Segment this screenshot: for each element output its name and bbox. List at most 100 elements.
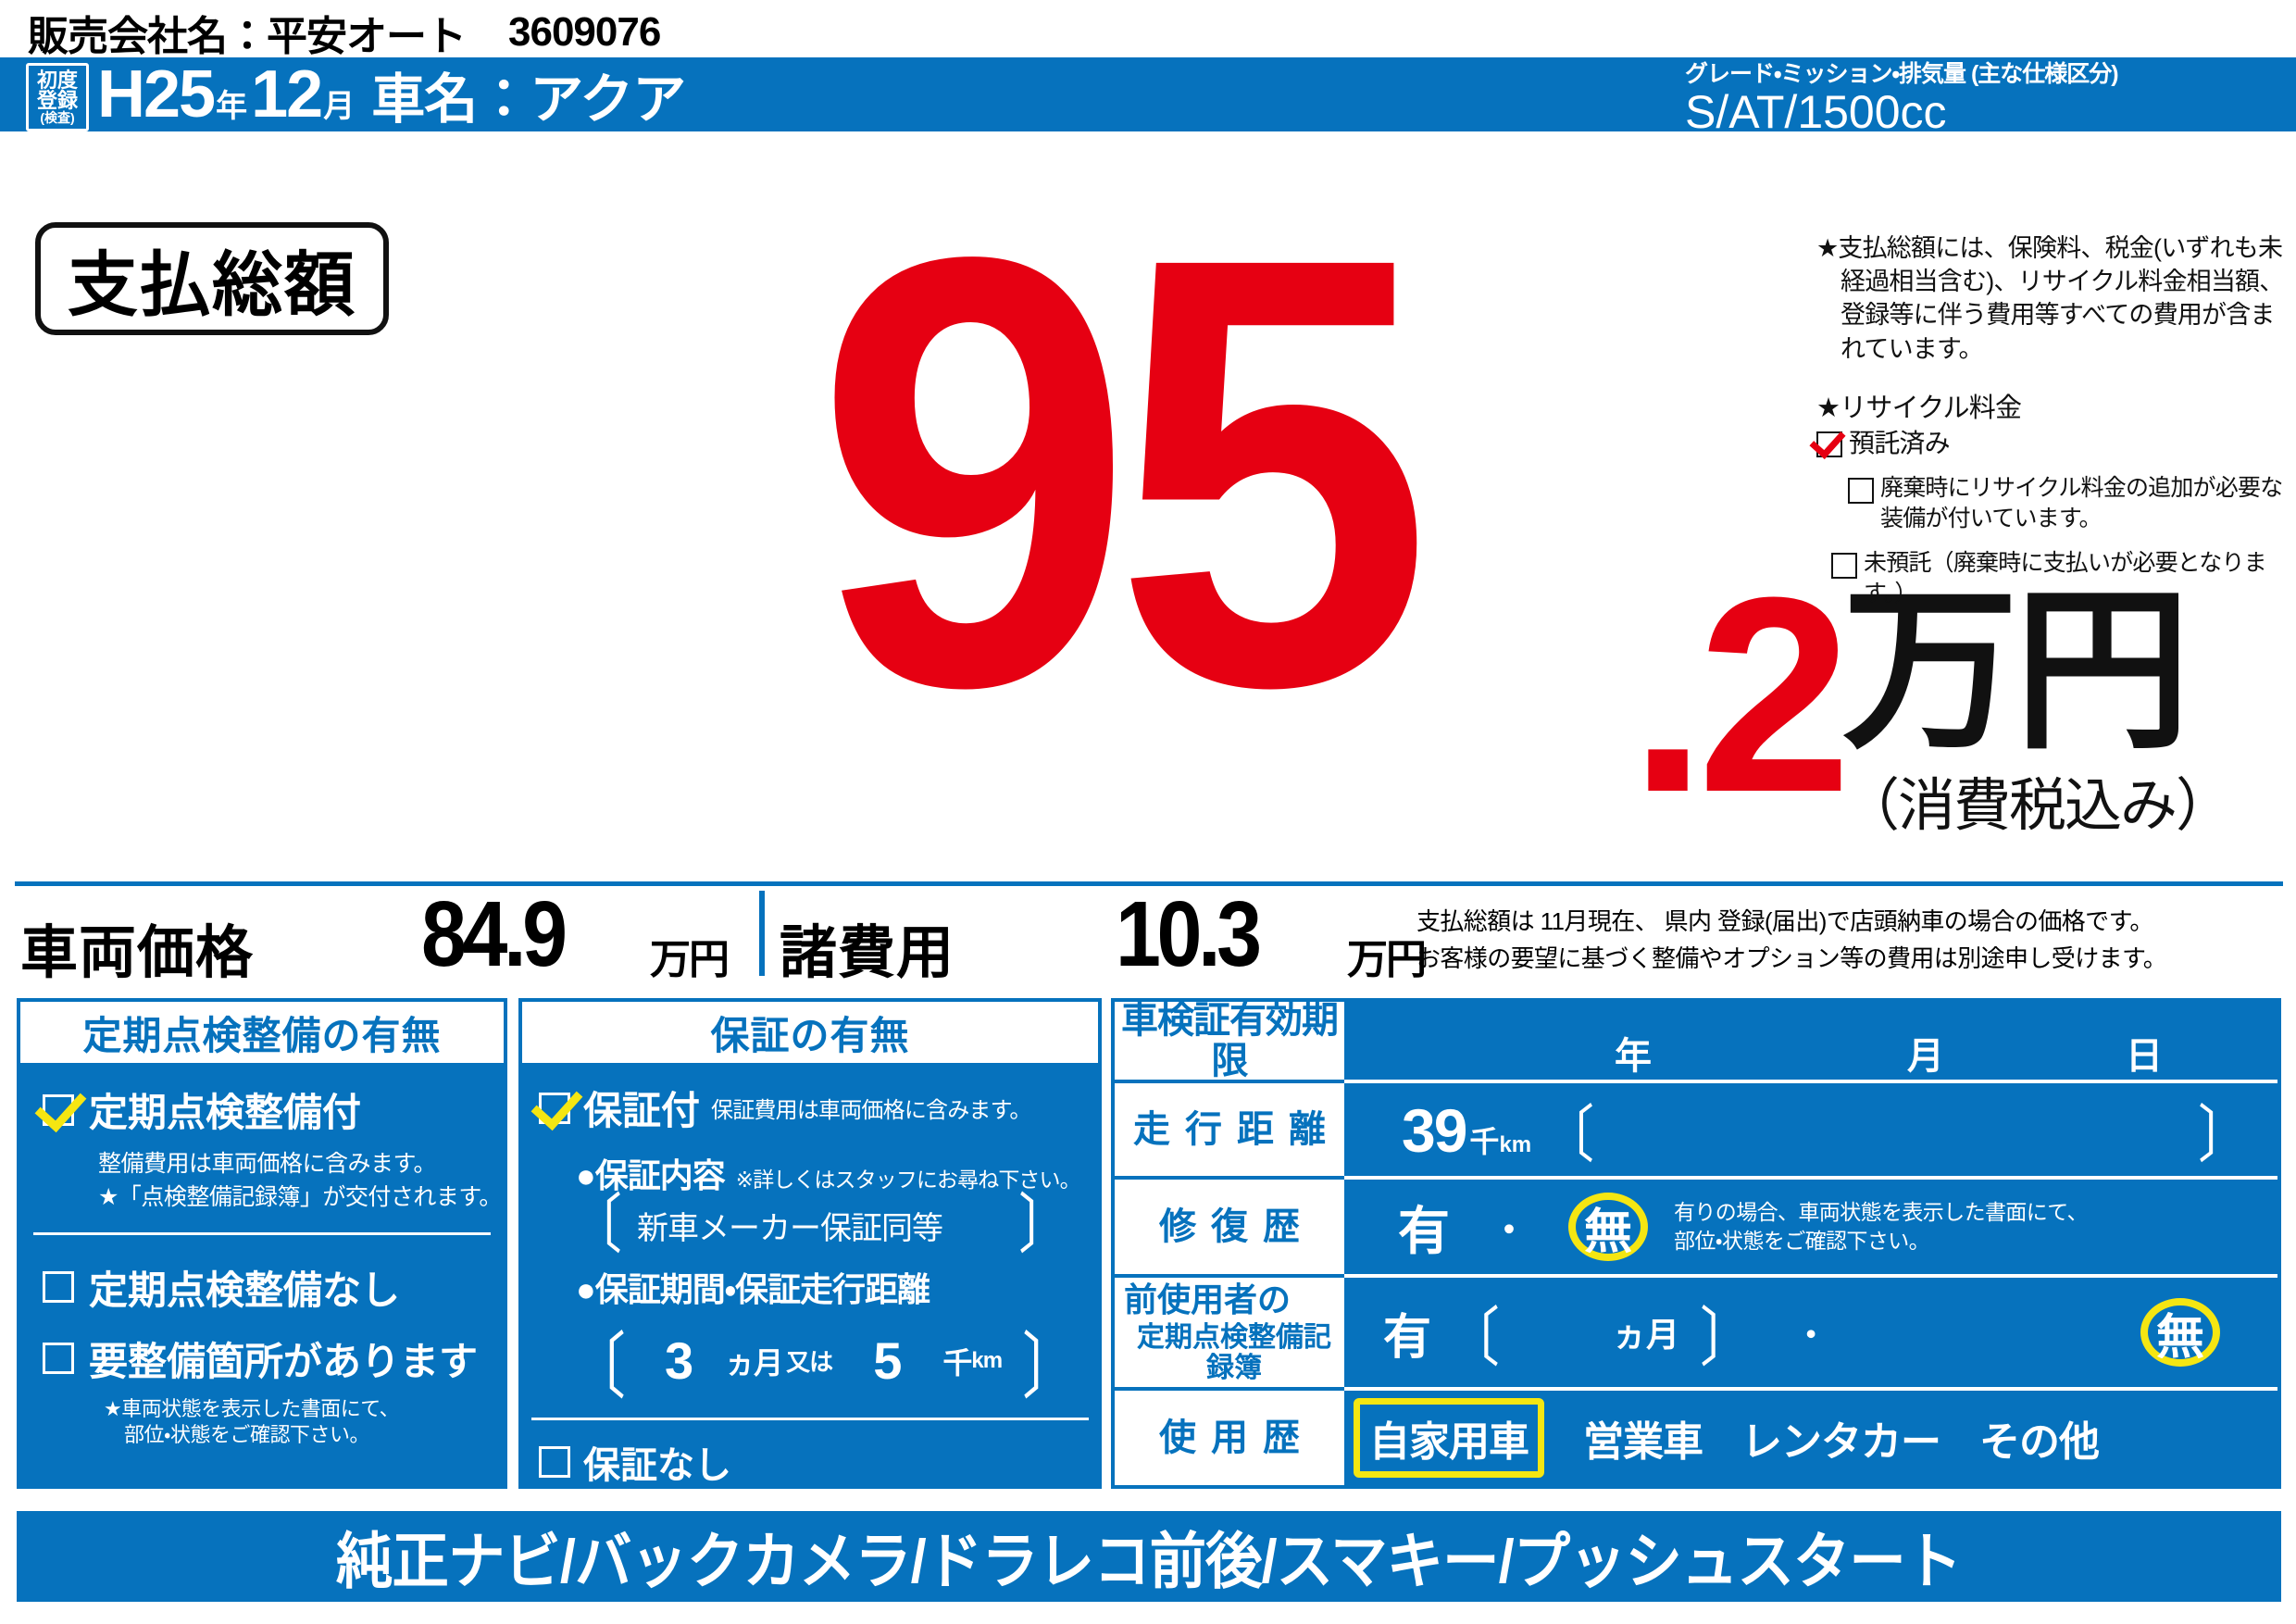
repair-history-value-cell[interactable]: 有 ・ 無 有りの場合、車両状態を表示した書面にて、 部位・状態をご確認下さい。 bbox=[1344, 1180, 2277, 1278]
warranty-months-unit: ヵ月 bbox=[725, 1345, 783, 1380]
grade-block: グレード・ミッション・排気量 (主な仕様区分) S/AT/1500cc bbox=[1685, 56, 2277, 139]
recycle-undeposited-label: 未預託（廃棄時に支払いが必要となります。） bbox=[1864, 550, 2267, 606]
recycle-extra-label: 廃棄時にリサイクル料金の追加が必要な装備が付いています。 bbox=[1880, 475, 2283, 531]
repair-history-no-selected[interactable]: 無 bbox=[1568, 1193, 1648, 1261]
first-registration-badge: 初度 登録 (検査) bbox=[26, 63, 89, 131]
bracket-right-icon: 〕 bbox=[1022, 1326, 1078, 1407]
header-bar bbox=[0, 57, 2296, 131]
year-unit-label: 年 bbox=[216, 89, 248, 124]
fees-value: 10.3 bbox=[1116, 882, 1262, 986]
mileage-unit-small: km bbox=[1499, 1131, 1532, 1157]
shop-name-value: 平安オート bbox=[267, 14, 467, 59]
reg-badge-line3: (検査) bbox=[40, 110, 75, 125]
panel-divider bbox=[531, 1418, 1089, 1420]
recycle-undeposited-option[interactable]: 未預託（廃棄時に支払いが必要となります。） bbox=[1831, 548, 2296, 608]
warranty-content-row: ●保証内容 ※詳しくはスタッフにお尋ね下さい。 bbox=[576, 1149, 1098, 1197]
bracket-left-icon: 〔 bbox=[1446, 1302, 1501, 1375]
mileage-value-cell[interactable]: 39 千km 〔 〕 bbox=[1344, 1083, 2277, 1180]
price-disclaimer-line1: 支払総額は 11月現在、 県内 登録(届出)で店頭納車の場合の価格です。 bbox=[1416, 907, 2153, 935]
total-price-decimal: .2 bbox=[1629, 539, 1852, 850]
equipment-bar: 純正ナビ/バックカメラ/ドラレコ前後/スマキー/プッシュスタート bbox=[17, 1511, 2281, 1602]
separator-dot: ・ bbox=[1491, 1210, 1528, 1251]
inspection-included-option[interactable]: 定期点検整備付 bbox=[43, 1081, 504, 1138]
usage-history-value-cell[interactable]: 自家用車 営業車 レンタカー その他 bbox=[1344, 1391, 2277, 1485]
previous-record-months-unit: ヵ月 bbox=[1613, 1316, 1680, 1354]
empty-checkbox-icon bbox=[1831, 553, 1857, 580]
empty-checkbox-icon bbox=[43, 1271, 74, 1303]
total-includes-note: ★支払総額には、保険料、税金(いずれも未経過相当含む)、リサイクル料金相当額、登… bbox=[1816, 234, 2284, 363]
inspection-expiry-key: 車検証有効期限 bbox=[1115, 1000, 1344, 1083]
repair-history-note-2: 部位・状態をご確認下さい。 bbox=[1674, 1229, 1930, 1253]
repair-history-key: 修復歴 bbox=[1115, 1180, 1344, 1278]
warranty-months-value: 3 bbox=[665, 1331, 694, 1390]
reg-badge-line2: 登録 bbox=[36, 89, 78, 112]
warranty-distance-value: 5 bbox=[873, 1331, 903, 1390]
warranty-included-option[interactable]: 保証付 保証費用は車両価格に含みます。 bbox=[539, 1080, 1098, 1136]
usage-option-rental[interactable]: レンタカー bbox=[1741, 1419, 1941, 1465]
separator-dot: ・ bbox=[1794, 1316, 1828, 1354]
previous-record-no-selected[interactable]: 無 bbox=[2140, 1298, 2220, 1367]
repair-history-yes[interactable]: 有 bbox=[1398, 1201, 1450, 1260]
checked-checkbox-icon bbox=[43, 1093, 74, 1126]
warranty-period-field[interactable]: 〔 3 ヵ月 又は 5 千 km 〕 bbox=[570, 1320, 1078, 1406]
warranty-included-label: 保証付 bbox=[583, 1089, 701, 1132]
total-price-unit: 万円 bbox=[1842, 573, 2190, 769]
recycle-notes: ★支払総額には、保険料、税金(いずれも未経過相当含む)、リサイクル料金相当額、登… bbox=[1816, 231, 2296, 608]
recycle-extra-option[interactable]: 廃棄時にリサイクル料金の追加が必要な装備が付いています。 bbox=[1848, 473, 2296, 533]
warranty-content-value: 新車メーカー保証同等 bbox=[637, 1211, 943, 1246]
table-row: 修復歴 有 ・ 無 有りの場合、車両状態を表示した書面にて、 部位・状態をご確認… bbox=[1115, 1180, 2277, 1278]
total-price-integer: 95 bbox=[815, 131, 1433, 813]
empty-checkbox-icon bbox=[43, 1343, 74, 1374]
usage-option-private-selected[interactable]: 自家用車 bbox=[1354, 1398, 1544, 1478]
bracket-left-icon: 〔 bbox=[570, 1326, 626, 1407]
bracket-right-icon: 〕 bbox=[1018, 1187, 1070, 1261]
warranty-none-option[interactable]: 保証なし bbox=[539, 1435, 1098, 1489]
usage-history-key: 使用歴 bbox=[1115, 1391, 1344, 1485]
year-unit: 年 bbox=[1615, 1036, 1652, 1077]
warranty-or-label: 又は bbox=[786, 1348, 833, 1376]
periodic-inspection-title: 定期点検整備の有無 bbox=[20, 1002, 504, 1063]
warranty-included-note: 保証費用は車両価格に含みます。 bbox=[711, 1098, 1031, 1123]
recycle-deposited-option[interactable]: 預託済み bbox=[1816, 427, 2296, 460]
warranty-content-value-field[interactable]: 〔 新車メーカー保証同等 〕 bbox=[570, 1193, 1070, 1257]
previous-owner-record-key-line1: 前使用者の bbox=[1124, 1280, 1292, 1319]
reg-badge-line1: 初度 bbox=[36, 69, 78, 92]
checked-checkbox-icon bbox=[1816, 431, 1842, 457]
fees-label: 諸費用 bbox=[780, 921, 955, 985]
inspection-needed-label: 要整備箇所があります bbox=[89, 1339, 479, 1383]
price-disclaimer-line2: お客様の要望に基づく整備やオプション等の費用は別途申し受けます。 bbox=[1416, 944, 2167, 973]
inspection-none-option[interactable]: 定期点検整備なし bbox=[43, 1259, 504, 1316]
table-row: 前使用者の 定期点検整備記録簿 有 〔 ヵ月 〕 ・ 無 bbox=[1115, 1278, 2277, 1391]
recycle-heading: ★リサイクル料金 bbox=[1816, 393, 2022, 423]
panel-divider bbox=[33, 1231, 491, 1235]
warranty-content-label: ●保証内容 bbox=[576, 1156, 726, 1194]
bracket-right-icon: 〕 bbox=[1700, 1302, 1754, 1375]
checked-checkbox-icon bbox=[539, 1092, 570, 1124]
inspection-needed-option[interactable]: 要整備箇所があります bbox=[43, 1330, 504, 1387]
price-disclaimer: 支払総額は 11月現在、 県内 登録(届出)で店頭納車の場合の価格です。 お客様… bbox=[1416, 903, 2296, 978]
previous-owner-record-value-cell[interactable]: 有 〔 ヵ月 〕 ・ 無 bbox=[1344, 1278, 2277, 1391]
car-name: 車名：アクア bbox=[371, 69, 686, 130]
recycle-deposited-label: 預託済み bbox=[1849, 428, 1951, 457]
total-price-tax-note: （消費税込み） bbox=[1842, 774, 2233, 838]
inspection-none-label: 定期点検整備なし bbox=[89, 1268, 401, 1312]
total-payment-badge: 支払総額 bbox=[35, 222, 389, 335]
inspection-expiry-value[interactable]: 年 月 日 bbox=[1344, 1002, 2277, 1083]
empty-checkbox-icon bbox=[539, 1446, 570, 1478]
empty-checkbox-icon bbox=[1848, 478, 1874, 505]
usage-option-other[interactable]: その他 bbox=[1979, 1419, 2100, 1465]
warranty-distance-unit: 千 bbox=[942, 1345, 972, 1380]
inspection-foot-2: 部位・状態をご確認下さい。 bbox=[124, 1423, 369, 1447]
registration-year: H25 bbox=[97, 57, 216, 131]
previous-record-yes[interactable]: 有 bbox=[1383, 1310, 1432, 1365]
inspection-note-2: ★「点検整備記録簿」が交付されます。 bbox=[98, 1183, 502, 1210]
warranty-distance-unit-small: km bbox=[971, 1347, 1003, 1373]
month-unit: 月 bbox=[1907, 1036, 1944, 1077]
previous-owner-record-key: 前使用者の 定期点検整備記録簿 bbox=[1115, 1278, 1344, 1391]
usage-option-commercial[interactable]: 営業車 bbox=[1583, 1419, 1703, 1465]
inspection-foot-1: ★車両状態を表示した書面にて、 bbox=[104, 1396, 400, 1420]
bracket-right-icon: 〕 bbox=[2198, 1099, 2250, 1169]
mileage-value: 39 bbox=[1402, 1095, 1467, 1165]
vehicle-price-value: 84.9 bbox=[421, 882, 568, 986]
